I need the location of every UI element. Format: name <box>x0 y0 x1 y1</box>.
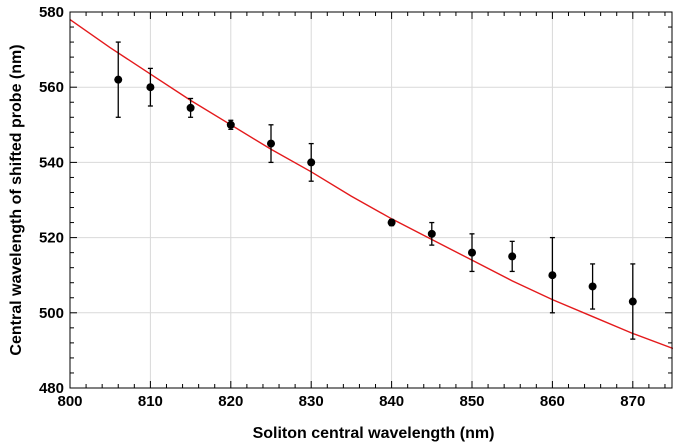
data-marker <box>508 252 517 261</box>
data-marker <box>146 83 155 92</box>
plot-frame <box>69 11 673 389</box>
data-marker <box>267 139 275 148</box>
x-tick-label: 860 <box>540 393 565 410</box>
data-point <box>508 240 517 273</box>
data-point <box>427 221 436 246</box>
data-point <box>307 142 316 182</box>
data-point <box>186 97 195 118</box>
x-axis-label: Soliton central wavelength (nm) <box>253 425 495 442</box>
y-tick-label: 480 <box>39 380 64 397</box>
grid <box>69 11 672 389</box>
y-tick-label: 560 <box>39 79 64 96</box>
x-tick-label: 820 <box>218 393 243 410</box>
data-point <box>114 41 123 118</box>
fit-curve <box>69 18 673 350</box>
data-marker <box>548 271 557 280</box>
data-points-layer <box>114 41 637 340</box>
y-axis-label: Central wavelength of shifted probe (nm) <box>8 44 25 355</box>
ticks: 800 810 820 830 840 850 860 870 480 500 520 540 560 5… <box>39 4 672 410</box>
data-point <box>548 236 557 314</box>
y-tick-label: 520 <box>39 230 64 247</box>
y-tick-label: 580 <box>39 4 64 21</box>
data-marker <box>114 75 123 84</box>
x-tick-label: 870 <box>620 393 645 410</box>
x-tick-label: 830 <box>299 393 324 410</box>
data-point <box>226 119 235 130</box>
x-tick-label: 850 <box>459 393 484 410</box>
data-marker <box>307 158 316 167</box>
data-point <box>628 263 637 340</box>
data-point <box>588 263 597 310</box>
x-tick-label: 800 <box>57 393 82 410</box>
data-marker <box>226 120 235 129</box>
x-tick-label: 840 <box>379 393 404 410</box>
data-marker <box>427 229 436 238</box>
y-tick-label: 540 <box>39 154 64 171</box>
data-marker <box>387 218 396 227</box>
data-marker <box>468 248 476 257</box>
data-point <box>267 124 275 164</box>
data-point <box>468 233 476 273</box>
x-tick-label: 810 <box>138 393 163 410</box>
fit-curve-layer <box>69 18 673 350</box>
data-point <box>387 218 396 227</box>
data-point <box>146 67 155 107</box>
data-marker <box>186 103 195 112</box>
data-marker <box>628 297 637 306</box>
y-tick-label: 500 <box>39 305 64 322</box>
data-marker <box>588 282 597 291</box>
